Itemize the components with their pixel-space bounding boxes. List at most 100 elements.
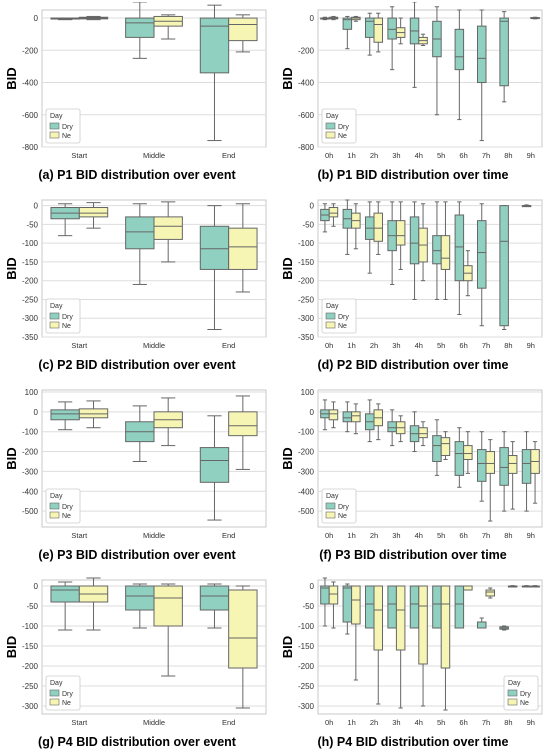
x-tick-label: 2h	[370, 341, 378, 350]
y-tick-label: -50	[26, 220, 38, 229]
y-tick-label: -250	[298, 682, 315, 691]
x-tick-label: 7h	[482, 341, 490, 350]
box-ne	[228, 395, 258, 470]
box-ne	[373, 12, 384, 53]
legend-label: Ne	[62, 133, 71, 140]
box-body	[199, 585, 230, 611]
y-tick-label: -400	[298, 487, 315, 496]
x-tick-label: 7h	[482, 718, 490, 727]
box-body	[463, 585, 473, 591]
box-body	[125, 216, 155, 250]
x-tick-label: 1h	[347, 341, 355, 350]
legend-swatch	[49, 312, 60, 320]
box-dry	[50, 581, 80, 631]
box-dry	[387, 201, 397, 285]
box-ne	[418, 585, 428, 707]
y-tick-label: -500	[22, 507, 39, 516]
box-dry	[521, 585, 532, 588]
y-tick-label: -500	[298, 507, 315, 516]
box-dry	[476, 203, 487, 327]
box-body	[440, 437, 451, 457]
panel-f: 100 0 -100 -200 -300 -400 -500 BID 0h 1h 2h 3h 4h 5h 6…	[278, 382, 548, 567]
box-body	[499, 205, 509, 327]
box-ne	[373, 403, 384, 441]
box-ne	[153, 14, 183, 40]
box-ne	[351, 403, 361, 435]
box-body	[440, 235, 451, 270]
x-tick-label: End	[222, 531, 235, 540]
box-body	[463, 445, 473, 460]
legend-label: Ne	[520, 700, 529, 707]
y-axis-label: BID	[280, 257, 295, 279]
panel-caption: (g) P4 BID distribution over event	[38, 735, 236, 749]
y-tick-label: -400	[22, 487, 39, 496]
x-tick-label: 9h	[527, 718, 535, 727]
box-ne	[418, 33, 428, 46]
y-tick-label: -150	[22, 258, 39, 267]
y-tick-label: -300	[22, 314, 39, 323]
legend-swatch	[325, 122, 336, 130]
box-ne	[440, 585, 451, 711]
box-body	[454, 441, 465, 476]
box-body	[499, 17, 509, 87]
panel-caption: (b) P1 BID distribution over time	[317, 168, 509, 182]
legend-label: Ne	[338, 323, 347, 330]
y-tick-label: -250	[22, 682, 39, 691]
box-ne	[228, 14, 258, 53]
box-dry	[199, 415, 230, 521]
box-ne	[328, 15, 339, 21]
x-tick-label: 9h	[527, 151, 535, 160]
box-ne	[78, 400, 109, 429]
legend-title: Day	[508, 680, 521, 687]
box-dry	[476, 9, 487, 142]
y-tick-label: -250	[22, 295, 39, 304]
y-tick-label: 0	[34, 582, 39, 591]
x-tick-label: 5h	[437, 341, 445, 350]
box-dry	[387, 585, 397, 629]
chart-svg: 100 0 -100 -200 -300 -400 -500 BID 0h 1h 2h 3h 4h 5h 6…	[280, 388, 543, 540]
box-dry	[320, 16, 330, 21]
x-tick-label: 4h	[415, 151, 423, 160]
y-tick-label: -400	[22, 79, 39, 88]
x-tick-label: 3h	[392, 718, 400, 727]
box-body	[521, 449, 532, 484]
chart-svg: 100 0 -100 -200 -300 -400 -500 BID Start Middle En…	[4, 388, 267, 540]
box-body	[454, 214, 465, 282]
legend-swatch	[49, 698, 60, 706]
box-ne	[78, 15, 109, 21]
box-ne	[78, 202, 109, 229]
box-body	[418, 427, 428, 439]
y-tick-label: -350	[298, 333, 315, 342]
y-tick-label: -100	[22, 622, 39, 631]
box-dry	[125, 2, 155, 59]
box-body	[432, 235, 442, 265]
box-ne	[228, 203, 258, 293]
y-axis-label: BID	[280, 67, 295, 89]
x-tick-label: 0h	[325, 531, 333, 540]
box-body	[499, 447, 509, 486]
x-tick-label: 8h	[504, 151, 512, 160]
box-body	[476, 621, 487, 629]
x-tick-label: Middle	[143, 718, 165, 727]
y-tick-label: -200	[22, 662, 39, 671]
box-body	[328, 207, 339, 218]
box-body	[387, 17, 397, 40]
box-dry	[125, 405, 155, 462]
y-tick-label: -300	[22, 702, 39, 711]
legend-title: Day	[50, 303, 63, 310]
panel-caption: (d) P2 BID distribution over time	[317, 358, 509, 372]
y-tick-label: -350	[22, 333, 39, 342]
legend: Day Dry Ne	[321, 298, 357, 334]
panel-caption: (c) P2 BID distribution over event	[38, 358, 236, 372]
box-ne	[328, 203, 339, 227]
x-tick-label: 5h	[437, 151, 445, 160]
x-tick-label: Start	[71, 718, 88, 727]
legend-title: Day	[326, 113, 339, 120]
box-dry	[454, 585, 465, 629]
y-tick-label: -800	[22, 143, 39, 152]
box-body	[342, 17, 353, 30]
panel-caption: (f) P3 BID distribution over time	[319, 548, 507, 562]
legend-swatch	[325, 312, 336, 320]
box-body	[351, 585, 361, 625]
